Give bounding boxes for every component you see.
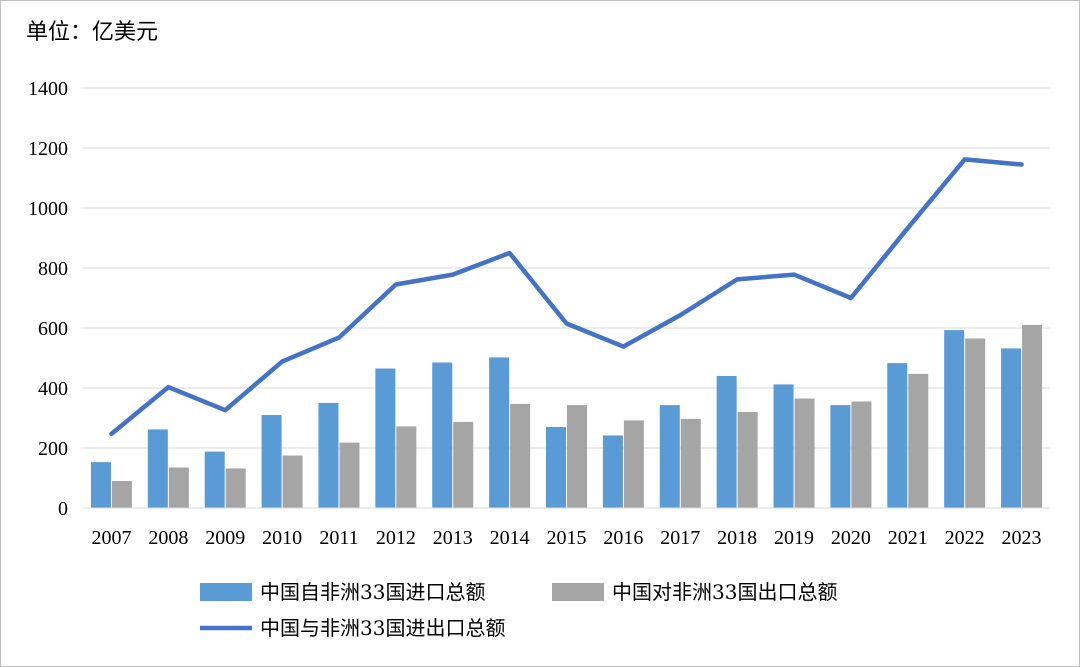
unit-label: 单位：亿美元 [26,20,159,45]
bar-export [225,468,246,508]
bar-import [318,403,339,508]
x-tick-label: 2015 [547,527,587,549]
y-tick-label: 0 [58,498,68,520]
y-tick-label: 600 [38,318,68,340]
x-tick-label: 2022 [945,527,985,549]
x-tick-label: 2008 [148,527,188,549]
bar-import [489,357,510,508]
x-tick-label: 2011 [319,527,358,549]
line-series [109,157,1024,437]
bar-import [602,435,623,508]
bar-export [680,418,701,508]
bar-import [375,368,396,508]
bars [90,325,1043,508]
legend-swatch [552,583,604,601]
x-tick-label: 2016 [603,527,643,549]
bar-export [851,401,872,508]
bar-import [90,462,111,508]
y-tick-label: 1000 [28,198,68,220]
bar-import [887,363,908,508]
y-tick-label: 1400 [28,78,68,100]
bar-import [773,384,794,508]
x-tick-label: 2023 [1002,527,1042,549]
legend-label: 中国与非洲33国进出口总额 [260,616,505,640]
y-tick-label: 400 [38,378,68,400]
bar-export [794,398,815,508]
bar-import [546,427,566,508]
x-tick-label: 2013 [433,527,473,549]
legend-swatch [200,583,252,601]
x-tick-label: 2009 [205,527,245,549]
x-tick-label: 2014 [490,527,530,549]
bar-export [908,373,929,508]
x-tick-label: 2007 [91,527,131,549]
bar-export [453,421,474,508]
bar-import [830,405,851,508]
gridlines [83,87,1050,449]
bar-export [567,405,587,508]
line-total [109,157,1024,437]
bar-import [432,362,453,508]
x-tick-label: 2019 [774,527,814,549]
y-tick-label: 200 [38,438,68,460]
legend-label: 中国自非洲33国进口总额 [260,580,485,604]
bar-import [1001,348,1022,508]
bar-import [147,429,168,508]
bar-export [111,481,132,508]
x-tick-label: 2017 [660,527,700,549]
y-axis: 0 200 400 600 800 1000 1200 1400 [28,78,68,520]
x-tick-label: 2021 [888,527,928,549]
bar-export [510,403,531,508]
bar-import [659,405,680,508]
x-tick-label: 2010 [262,527,302,549]
x-axis: 2007 2008 2009 2010 2011 2012 2013 2014 2015 2016… [83,507,1050,549]
bar-export [168,467,189,508]
bar-export [339,442,360,508]
y-tick-label: 800 [38,258,68,280]
legend-label: 中国对非洲33国出口总额 [612,580,837,604]
bar-import [261,415,282,508]
bar-export [396,426,417,508]
bar-import [204,451,225,508]
y-tick-label: 1200 [28,138,68,160]
x-tick-label: 2018 [717,527,757,549]
x-tick-label: 2012 [376,527,416,549]
bar-export [737,412,758,508]
bar-export [623,420,644,508]
bar-import [716,376,737,508]
bar-export [1022,325,1043,508]
x-tick-label: 2020 [831,527,871,549]
bar-import [944,330,965,508]
bar-export [282,455,303,508]
bar-export [965,338,986,508]
